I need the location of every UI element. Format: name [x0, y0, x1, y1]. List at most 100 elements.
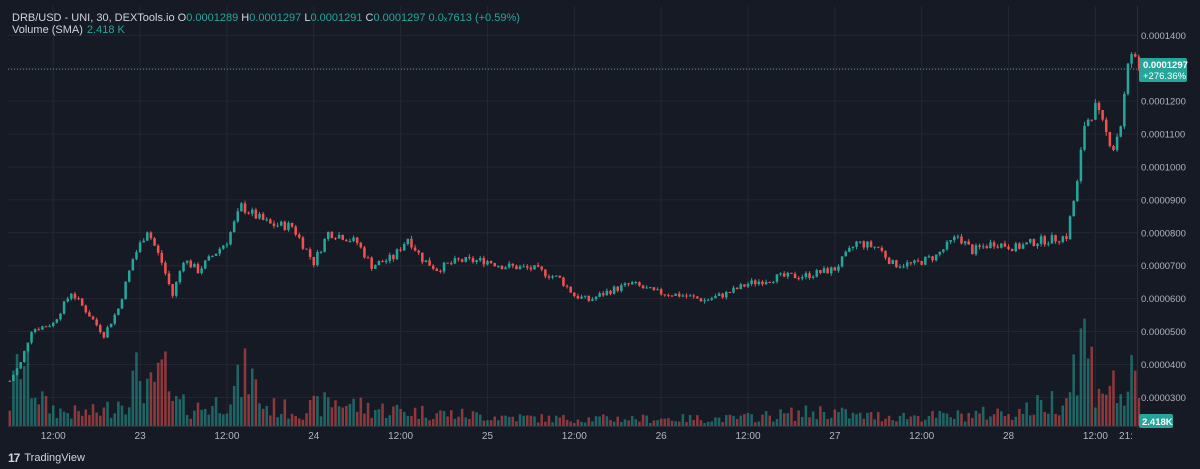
volume-bar	[200, 409, 203, 426]
candle-body	[819, 270, 822, 273]
candle-body	[135, 252, 138, 260]
volume-bar	[1115, 402, 1119, 426]
volume-bar	[99, 415, 102, 426]
volume-bar	[978, 413, 981, 426]
candle-body	[218, 248, 221, 254]
volume-bar	[670, 420, 674, 426]
volume-bar	[913, 415, 916, 426]
volume-bar	[272, 398, 276, 426]
volume-bar	[1039, 399, 1043, 426]
volume-bar	[1021, 413, 1025, 426]
volume-bar	[540, 414, 544, 426]
volume-bar	[153, 381, 156, 426]
candle-body	[26, 342, 30, 351]
candle-body	[174, 282, 178, 296]
volume-bar	[761, 414, 764, 426]
volume-bar	[797, 410, 800, 426]
volume-bar	[1032, 414, 1036, 426]
close-value: 0.0001297	[373, 12, 426, 24]
candle-body	[23, 350, 26, 363]
volume-bar	[59, 408, 62, 426]
price-tick-label: 0.0000900	[1141, 195, 1186, 206]
candle-body	[1028, 239, 1032, 243]
candle-body	[721, 293, 724, 298]
volume-legend[interactable]: Volume (SMA) 2.418 K	[12, 24, 125, 36]
volume-bar	[84, 409, 88, 426]
volume-bar	[117, 401, 120, 426]
candle-body	[855, 241, 858, 247]
volume-bar	[345, 405, 348, 426]
time-tick-label: 28	[1003, 431, 1015, 442]
volume-bar	[750, 414, 753, 426]
candle-body	[1112, 146, 1115, 151]
candle-body	[453, 258, 457, 264]
candle-body	[124, 281, 127, 300]
volume-bar	[822, 412, 826, 426]
volume-bar	[649, 422, 652, 426]
tradingview-brand[interactable]: 17 TradingView	[8, 451, 85, 465]
volume-bar	[261, 408, 265, 426]
volume-bar	[478, 414, 482, 426]
candle-body	[1076, 181, 1079, 202]
volume-bar	[334, 400, 337, 426]
volume-bar	[898, 415, 902, 426]
volume-bar	[866, 412, 869, 426]
volume-bar	[757, 421, 761, 426]
candle-body	[761, 281, 764, 285]
volume-bar	[952, 418, 956, 426]
candle-body	[992, 242, 996, 247]
volume-bar	[240, 397, 243, 426]
candle-body	[44, 326, 48, 328]
candle-body	[732, 287, 735, 293]
candle-body	[1025, 242, 1028, 245]
volume-bar	[728, 414, 732, 426]
volume-bar	[826, 419, 829, 426]
candle-body	[902, 266, 905, 268]
volume-bar	[580, 421, 583, 426]
candle-body	[858, 241, 862, 243]
volume-legend-value: 2.418 K	[86, 24, 125, 36]
candle-body	[630, 282, 634, 285]
candle-body	[634, 282, 638, 284]
candle-body	[482, 258, 486, 265]
candle-body	[757, 281, 761, 285]
volume-bar	[1086, 358, 1090, 426]
candle-body	[974, 245, 978, 255]
candle-body	[301, 237, 305, 249]
candle-body	[989, 242, 992, 249]
candle-body	[189, 260, 193, 268]
volume-bar	[992, 414, 996, 426]
candle-body	[149, 232, 153, 239]
volume-bar	[131, 370, 135, 426]
candle-body	[51, 322, 55, 326]
volume-bar	[529, 415, 533, 426]
low-value: 0.0001291	[310, 12, 363, 24]
volume-bar	[127, 407, 131, 426]
candle-body	[764, 282, 768, 285]
volume-bar	[1094, 407, 1097, 426]
volume-bar	[721, 422, 724, 426]
candle-body	[1032, 239, 1036, 247]
candle-body	[981, 246, 985, 248]
candle-body	[670, 295, 674, 297]
volume-bar	[236, 364, 240, 426]
last-price-badge: 0.0001297 +276.36%	[1139, 58, 1188, 82]
volume-bar	[70, 418, 73, 426]
candle-body	[551, 276, 554, 278]
candle-body	[59, 313, 62, 320]
candle-body	[558, 275, 562, 278]
candle-body	[1057, 241, 1061, 243]
volume-bar	[551, 422, 554, 426]
volume-bar	[1054, 413, 1057, 426]
volume-bar	[73, 405, 77, 426]
candle-body	[1072, 201, 1075, 217]
candle-body	[507, 263, 511, 268]
candle-body	[949, 240, 952, 242]
volume-bar	[808, 417, 811, 426]
volume-bar	[15, 353, 19, 426]
candle-body	[1065, 236, 1068, 239]
candle-body	[833, 267, 837, 271]
volume-bar	[924, 419, 927, 426]
volume-bar	[330, 407, 334, 426]
